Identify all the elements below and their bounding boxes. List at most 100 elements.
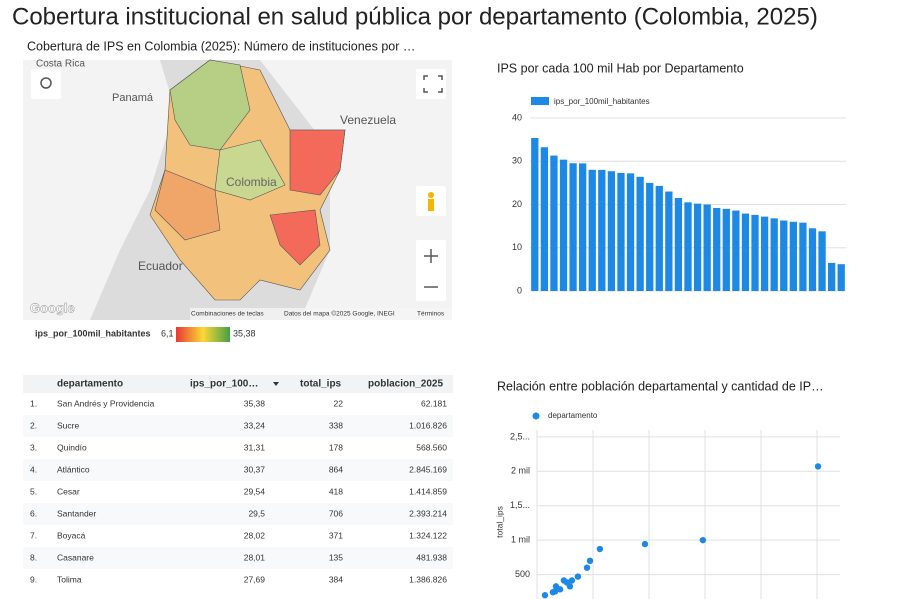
row-band xyxy=(23,547,453,569)
y-tick-label: 10 xyxy=(512,242,522,252)
table-cell: 1.414.859 xyxy=(409,486,447,496)
page-title: Cobertura institucional en salud pública… xyxy=(12,3,818,30)
bar xyxy=(636,176,644,291)
point xyxy=(568,577,576,584)
bar xyxy=(827,262,836,291)
map-footer: Datos del mapa ©2025 Google, INEGI xyxy=(284,310,395,318)
place-label: Venezuela xyxy=(340,113,396,127)
locate-icon xyxy=(40,77,52,89)
chart-title: IPS por cada 100 mil Hab por Departament… xyxy=(497,61,744,75)
bar xyxy=(655,185,663,291)
bar xyxy=(531,137,539,291)
table-cell: 864 xyxy=(329,464,343,474)
table-cell: Casanare xyxy=(57,552,94,562)
bar xyxy=(646,182,654,291)
bar xyxy=(550,155,558,291)
bar xyxy=(617,172,625,291)
map-footer[interactable]: Combinaciones de teclas xyxy=(191,311,264,318)
table-cell: 28,02 xyxy=(244,530,266,540)
chart-title: Relación entre población departamental y… xyxy=(497,379,824,393)
table-cell: 8. xyxy=(30,552,37,562)
point xyxy=(560,577,568,584)
table-cell: 706 xyxy=(329,508,343,518)
bar xyxy=(598,169,606,291)
bar xyxy=(732,210,740,291)
y-tick-label: 20 xyxy=(512,199,522,209)
point xyxy=(583,564,591,571)
bar xyxy=(569,163,577,291)
region xyxy=(214,139,286,201)
column-header: ips_por_100… xyxy=(190,379,258,390)
region xyxy=(169,59,251,151)
zoom-in[interactable] xyxy=(424,249,438,263)
y-axis-label: total_ips xyxy=(494,506,504,538)
point xyxy=(596,545,604,553)
table-cell: 1.016.826 xyxy=(409,420,447,430)
table-cell: 4. xyxy=(30,464,37,474)
map[interactable]: Costa Rica Panamá Venezuela Colombia Ecu… xyxy=(23,59,452,320)
table-cell: 384 xyxy=(329,574,343,584)
bar xyxy=(665,191,673,291)
bar xyxy=(760,216,769,291)
point xyxy=(574,573,582,580)
sort-icon xyxy=(273,382,279,386)
table-cell: 33,24 xyxy=(244,420,266,430)
row-band xyxy=(23,503,453,525)
table-cell: 6. xyxy=(30,508,37,518)
table-cell: Cesar xyxy=(57,486,80,496)
point xyxy=(552,583,560,590)
land xyxy=(23,60,175,320)
y-tick-label: 30 xyxy=(512,156,522,166)
table-cell: 418 xyxy=(329,486,343,496)
region xyxy=(269,209,321,266)
table-cell: Atlántico xyxy=(57,464,90,474)
table-cell: Sucre xyxy=(57,420,79,430)
y-tick-label: 1 mil xyxy=(511,535,530,545)
table-cell: 371 xyxy=(329,530,343,540)
bar xyxy=(559,159,568,291)
column-header: poblacion_2025 xyxy=(368,379,443,390)
legend-swatch xyxy=(531,97,549,105)
table-cell: 35,38 xyxy=(244,398,266,408)
y-tick-label: 500 xyxy=(515,569,530,579)
y-tick-label: 0 xyxy=(517,285,522,295)
legend-swatch xyxy=(532,412,540,420)
table-cell: 29,5 xyxy=(248,508,265,518)
table-cell: 22 xyxy=(334,398,344,408)
table-cell: Santander xyxy=(57,508,96,518)
map-legend-min: 6,1 xyxy=(161,328,174,338)
bar xyxy=(751,214,759,291)
table-cell: 29,54 xyxy=(244,486,266,496)
table-cell: 7. xyxy=(30,530,37,540)
map-footer[interactable]: Términos xyxy=(417,311,445,318)
place-label: Ecuador xyxy=(138,259,183,273)
bar xyxy=(703,204,711,291)
table-cell: Tolima xyxy=(57,574,82,584)
table-cell: 62.181 xyxy=(421,398,447,408)
table-cell: 338 xyxy=(329,420,343,430)
region xyxy=(289,129,346,196)
table-cell: San Andrés y Providencia xyxy=(57,398,155,408)
table-cell: 30,37 xyxy=(244,464,266,474)
row-band xyxy=(23,415,453,437)
bar xyxy=(607,171,616,291)
table-cell: 1.324.122 xyxy=(409,530,447,540)
locate-button[interactable] xyxy=(31,69,61,99)
bar xyxy=(684,202,692,291)
table-cell: 31,31 xyxy=(244,442,266,452)
column-header: total_ips xyxy=(300,379,342,390)
place-label: Costa Rica xyxy=(36,59,85,70)
legend-label: ips_por_100mil_habitantes xyxy=(554,97,650,106)
table-cell: 481.938 xyxy=(416,552,447,562)
table-cell: 2.393.214 xyxy=(409,508,447,518)
fullscreen-button[interactable] xyxy=(416,69,446,99)
table-cell: 3. xyxy=(30,442,37,452)
land xyxy=(260,60,452,320)
point xyxy=(641,540,649,548)
bar xyxy=(789,221,797,291)
map-legend-name: ips_por_100mil_habitantes xyxy=(35,328,151,338)
table-cell: 1. xyxy=(30,398,37,408)
bar xyxy=(837,264,845,291)
point xyxy=(541,592,549,599)
